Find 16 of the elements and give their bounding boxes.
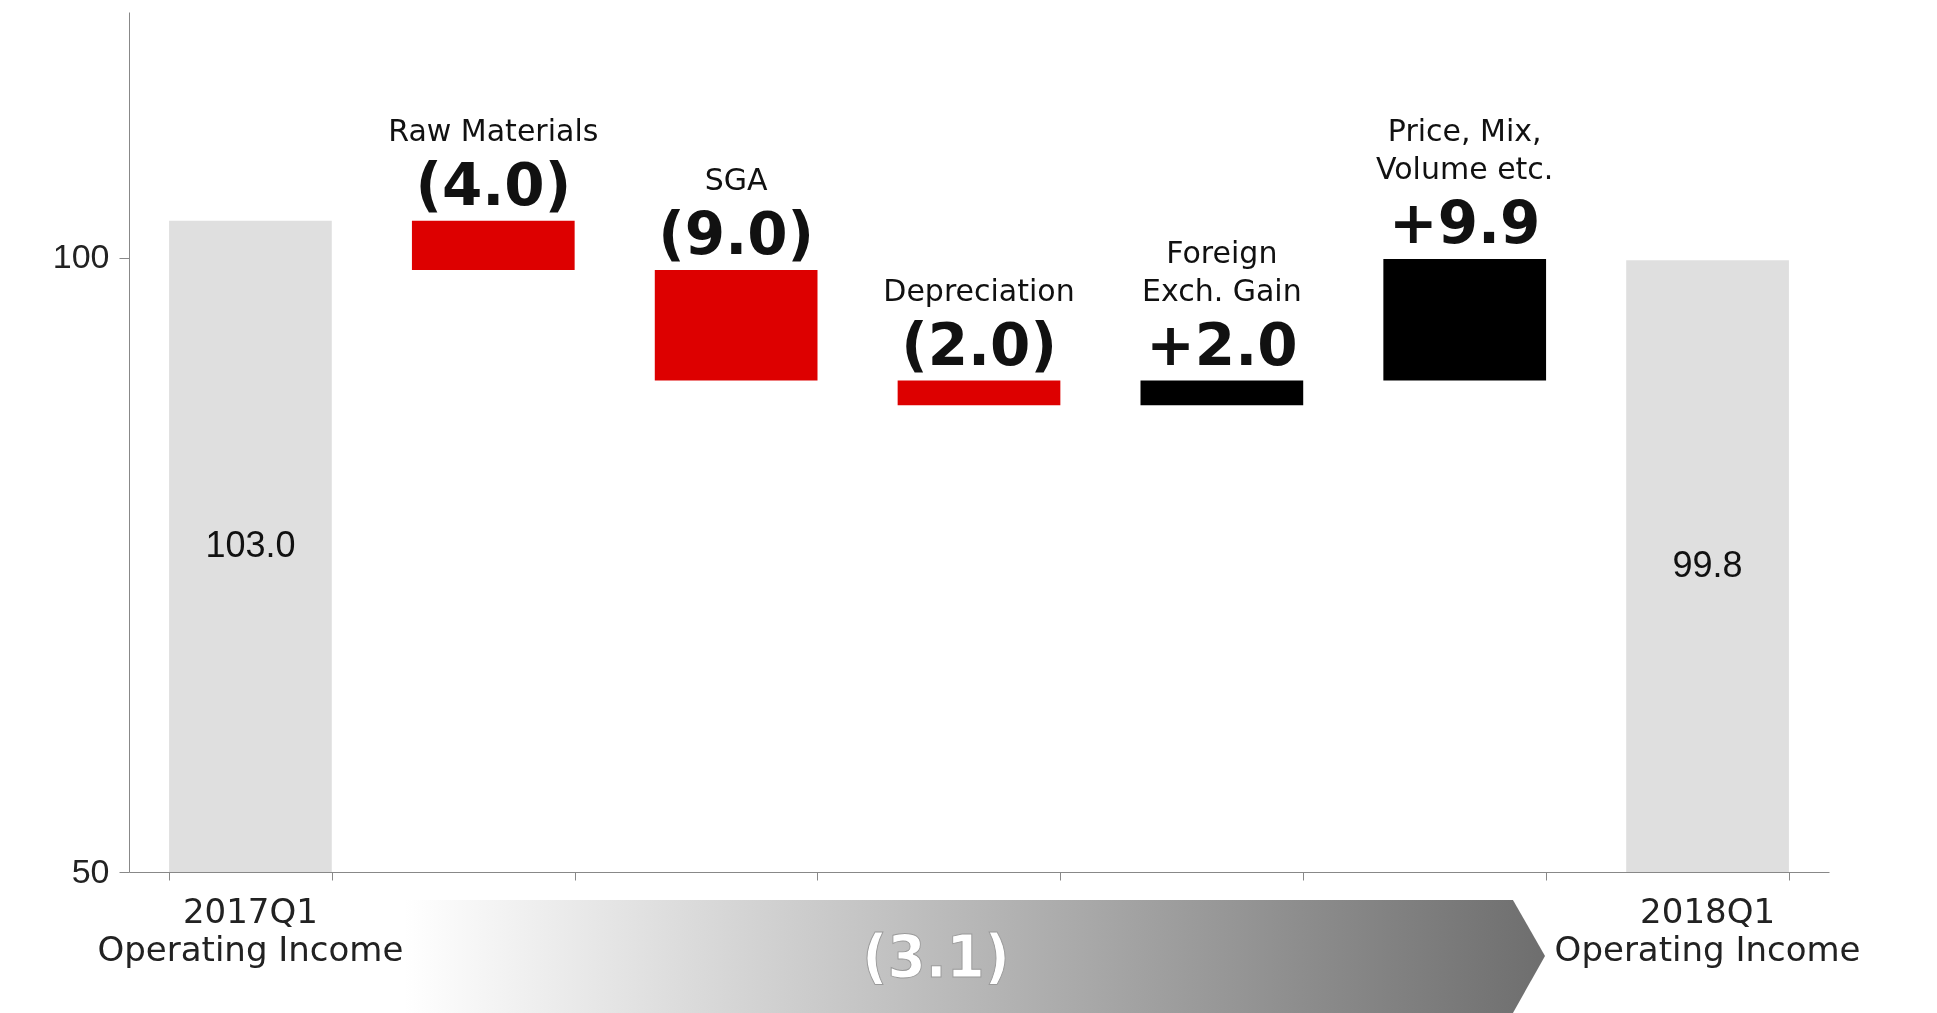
category-label: Price, Mix, Volume etc. (1376, 112, 1554, 186)
data-label: 99.8 (1672, 544, 1743, 586)
category-label: 2018Q1 Operating Income (1554, 891, 1861, 969)
data-label: (4.0) (415, 150, 572, 219)
x-tick-label: Depreciation (883, 272, 1075, 308)
data-label: (9.0) (658, 200, 815, 268)
y-tick-label: 50 (71, 851, 110, 890)
data-label: (2.0) (901, 310, 1057, 379)
category-label: Foreign Exch. Gain (1141, 234, 1302, 308)
category-label: 2017Q1 Operating Income (97, 891, 404, 969)
data-label: +2.0 (1146, 310, 1298, 379)
x-tick-label: Raw Materials (388, 112, 599, 148)
data-label: 103.0 (205, 524, 296, 566)
x-tick-label: SGA (704, 162, 769, 197)
y-tick-label: 100 (52, 237, 110, 276)
data-label: +9.9 (1389, 188, 1541, 257)
